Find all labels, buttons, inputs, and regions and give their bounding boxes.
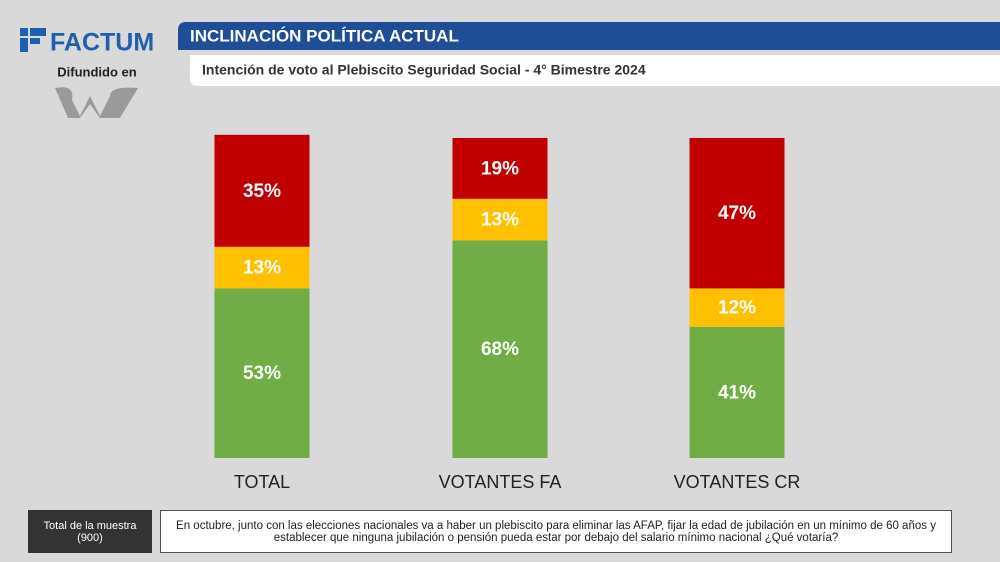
data-label: 13% [243, 258, 281, 279]
logo-icon [20, 28, 28, 36]
sample-size: (900) [77, 531, 103, 544]
sponsor-label: Difundido en [57, 64, 136, 79]
data-label: 13% [481, 210, 519, 231]
title-bar [178, 22, 1000, 50]
data-label: 68% [481, 339, 519, 360]
chart-subtitle: Intención de voto al Plebiscito Segurida… [202, 62, 646, 78]
logo: FACTUM [50, 29, 154, 57]
question-box: En octubre, junto con las elecciones nac… [160, 510, 952, 553]
data-label: 41% [718, 382, 756, 403]
sample-box: Total de la muestra (900) [28, 510, 152, 553]
logo-icon [30, 28, 46, 36]
bar-segment [689, 288, 785, 327]
chart-title: INCLINACIÓN POLÍTICA ACTUAL [190, 26, 459, 45]
bar-segment [214, 246, 310, 289]
bar-segment [214, 134, 310, 247]
sponsor-logo [55, 87, 138, 118]
sample-label: Total de la muestra [43, 519, 137, 532]
x-tick-label: VOTANTES FA [439, 472, 562, 492]
bar-segment [214, 288, 310, 458]
x-tick-label: VOTANTES CR [674, 472, 801, 492]
data-label: 19% [481, 158, 519, 179]
question: En octubre, junto con las elecciones nac… [176, 519, 936, 544]
bar-segment [452, 198, 548, 241]
x-tick-label: TOTAL [234, 472, 290, 492]
bar-segment [452, 240, 548, 458]
data-label: 35% [243, 181, 281, 202]
logo-icon [30, 38, 40, 44]
bar-segment [689, 138, 785, 289]
bar-segment [689, 326, 785, 458]
subtitle-box [190, 55, 1000, 86]
data-label: 12% [718, 298, 756, 319]
logo-icon [20, 38, 28, 52]
bar-segment [452, 138, 548, 199]
data-label: 47% [718, 203, 756, 224]
data-label: 53% [243, 363, 281, 384]
